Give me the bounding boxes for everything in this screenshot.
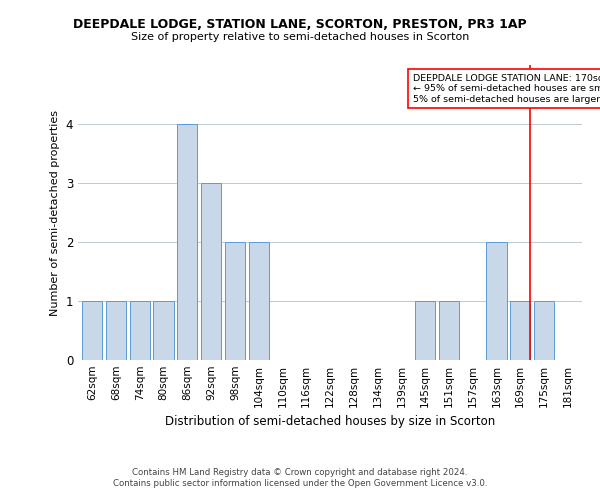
- Y-axis label: Number of semi-detached properties: Number of semi-detached properties: [50, 110, 60, 316]
- Bar: [248, 242, 269, 360]
- Text: DEEPDALE LODGE, STATION LANE, SCORTON, PRESTON, PR3 1AP: DEEPDALE LODGE, STATION LANE, SCORTON, P…: [73, 18, 527, 30]
- Bar: [82, 301, 103, 360]
- Bar: [106, 301, 126, 360]
- Bar: [201, 183, 221, 360]
- Bar: [225, 242, 245, 360]
- Text: Contains HM Land Registry data © Crown copyright and database right 2024.
Contai: Contains HM Land Registry data © Crown c…: [113, 468, 487, 487]
- Bar: [415, 301, 435, 360]
- Bar: [154, 301, 173, 360]
- Bar: [487, 242, 506, 360]
- Bar: [130, 301, 150, 360]
- Bar: [439, 301, 459, 360]
- Bar: [177, 124, 197, 360]
- Bar: [510, 301, 530, 360]
- X-axis label: Distribution of semi-detached houses by size in Scorton: Distribution of semi-detached houses by …: [165, 416, 495, 428]
- Text: DEEPDALE LODGE STATION LANE: 170sqm
← 95% of semi-detached houses are smaller (1: DEEPDALE LODGE STATION LANE: 170sqm ← 95…: [413, 74, 600, 104]
- Bar: [534, 301, 554, 360]
- Text: Size of property relative to semi-detached houses in Scorton: Size of property relative to semi-detach…: [131, 32, 469, 42]
